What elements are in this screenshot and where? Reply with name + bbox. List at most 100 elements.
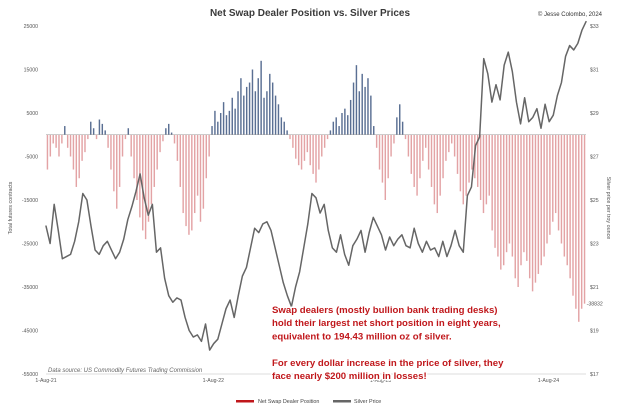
position-bar (199, 134, 202, 222)
right-tick-label: $27 (590, 154, 599, 160)
position-bar (116, 134, 118, 209)
position-bar (341, 113, 343, 135)
right-tick-label: $31 (590, 67, 599, 73)
position-bar (485, 134, 488, 205)
position-bar (176, 134, 179, 161)
position-bar (321, 134, 323, 157)
position-bar (286, 130, 288, 135)
annotation-line: face nearly $200 million in losses! (272, 371, 427, 382)
position-bar (396, 117, 398, 135)
position-bar (153, 134, 156, 187)
left-tick-label: 15000 (24, 67, 39, 73)
position-bar (500, 134, 502, 270)
position-bar (254, 91, 257, 135)
left-tick-label: -15000 (22, 198, 38, 204)
x-axis-ticks: 1-Aug-21 1-Aug-22 1-Aug-23 1-Aug-24 (35, 378, 559, 384)
position-bar (312, 134, 314, 174)
right-tick-label: $19 (590, 328, 599, 334)
position-bar (219, 113, 222, 135)
position-bar (494, 134, 496, 248)
left-tick-label: -45000 (22, 328, 38, 334)
position-bar (191, 134, 193, 231)
position-bar (572, 134, 574, 296)
legend-label-position: Net Swap Dealer Position (258, 399, 319, 405)
position-bar (196, 134, 199, 196)
position-bar (508, 134, 511, 244)
position-bar (580, 134, 583, 309)
x-tick-label: 1-Aug-23 (370, 378, 391, 384)
position-bar (439, 134, 441, 196)
position-bar (55, 134, 57, 148)
position-bar (370, 95, 372, 135)
position-bar (491, 134, 493, 231)
right-tick-label: $29 (590, 111, 599, 117)
position-bar (217, 121, 219, 135)
position-bar (52, 134, 54, 144)
position-bar (90, 121, 92, 135)
position-bar (578, 134, 580, 322)
position-bar (280, 117, 283, 135)
position-bar (393, 134, 395, 144)
position-bar (416, 134, 418, 196)
position-bar (465, 134, 467, 196)
position-bar (526, 134, 528, 261)
position-bar (540, 134, 542, 266)
position-bar (58, 134, 60, 157)
position-bar (156, 134, 158, 170)
right-tick-label: $17 (590, 372, 599, 378)
right-tick-label: $21 (590, 285, 599, 291)
data-source: Data source: US Commodity Futures Tradin… (48, 368, 203, 374)
position-bar (448, 134, 450, 153)
position-bar (211, 126, 213, 135)
position-bar (104, 130, 106, 135)
annotation-line: hold their largest net short position in… (272, 318, 501, 329)
position-bar (554, 134, 557, 214)
position-bar (387, 134, 389, 179)
position-bar (283, 121, 285, 135)
position-bar (462, 134, 464, 205)
position-bar (144, 134, 147, 240)
position-bar (358, 91, 361, 135)
position-bar (130, 134, 132, 157)
legend: Net Swap Dealer Position Silver Price (236, 399, 381, 405)
position-bar (277, 104, 280, 135)
position-bar (121, 134, 124, 157)
position-bar (240, 78, 242, 135)
position-bar (142, 134, 144, 231)
position-bar (271, 82, 274, 135)
position-bar (479, 134, 482, 200)
position-bar (482, 134, 485, 214)
position-bar (384, 134, 387, 200)
position-bar (150, 134, 153, 205)
position-bar (110, 134, 112, 170)
right-axis-label: Silver price per troy ounce (605, 177, 611, 240)
position-bar (136, 134, 138, 200)
position-bar (390, 134, 392, 157)
position-bar (292, 134, 294, 148)
position-bar (413, 134, 415, 187)
position-bar (364, 86, 366, 135)
position-bar (352, 82, 355, 135)
position-bar (471, 134, 473, 170)
position-bar (332, 121, 335, 135)
position-bar (459, 134, 462, 192)
position-bar (289, 134, 291, 140)
position-bar (263, 97, 265, 135)
position-bar (222, 102, 225, 135)
position-bar (514, 134, 516, 279)
annotation-line: Swap dealers (mostly bullion bank tradin… (272, 305, 498, 316)
position-bar (75, 134, 78, 187)
position-bar (243, 95, 245, 135)
position-bar (361, 73, 363, 135)
position-bar (381, 134, 384, 183)
position-bar (49, 134, 52, 157)
position-bar (234, 108, 236, 135)
position-bar (165, 128, 167, 135)
left-tick-label: -5000 (25, 154, 38, 160)
position-bar (355, 65, 358, 135)
position-bar (378, 134, 381, 170)
position-bar (422, 134, 424, 161)
position-bar (549, 134, 551, 235)
position-bar (205, 134, 207, 179)
position-bar (72, 134, 75, 170)
